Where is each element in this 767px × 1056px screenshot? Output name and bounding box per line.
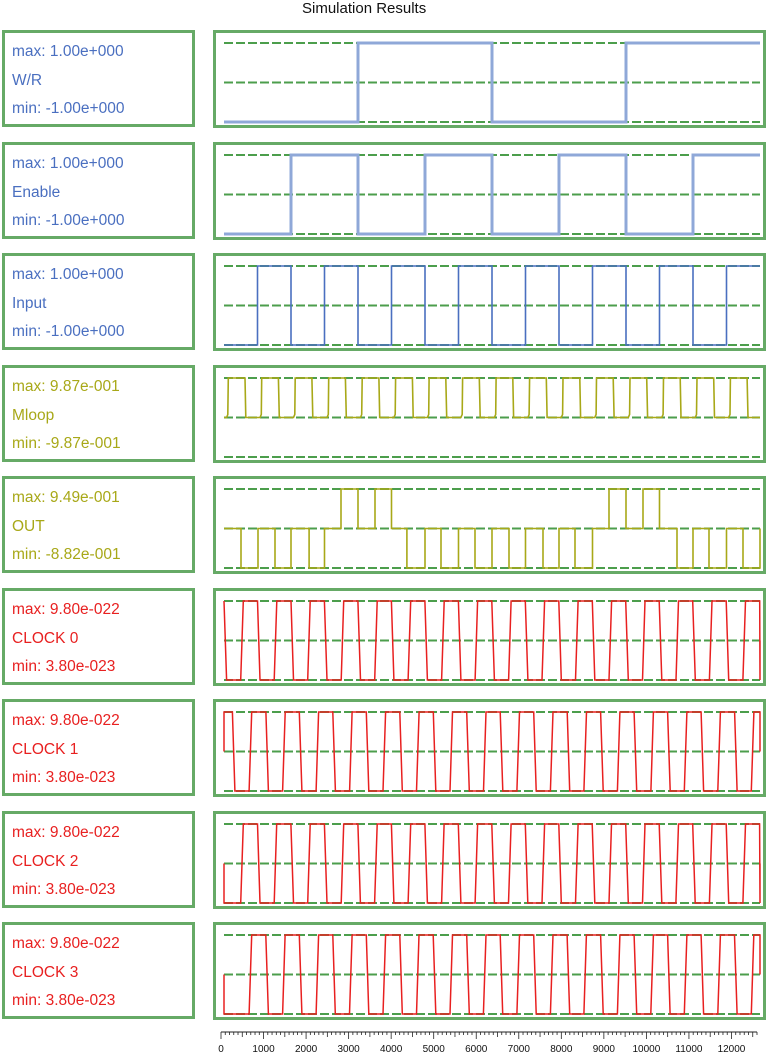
waveform-trace [224, 377, 760, 419]
signal-name: W/R [12, 72, 43, 89]
waveform-svg [223, 600, 761, 681]
axis-tick-label: 10000 [632, 1044, 661, 1055]
signal-min: min: 3.80e-023 [12, 769, 116, 786]
signal-label-box: max: 9.49e-001 OUT min: -8.82e-001 [2, 476, 195, 573]
waveform-trace [223, 934, 761, 1015]
axis-tick-label: 4000 [380, 1044, 403, 1055]
axis-tick-label: 11000 [675, 1044, 703, 1055]
signal-label-box: max: 9.80e-022 CLOCK 2 min: 3.80e-023 [2, 811, 195, 908]
signal-min: min: 3.80e-023 [12, 992, 116, 1009]
title-text: Simulation Results [302, 0, 427, 17]
signal-min: min: 3.80e-023 [12, 881, 116, 898]
signal-label-box: max: 9.80e-022 CLOCK 3 min: 3.80e-023 [2, 922, 195, 1019]
axis-tick-label: 0 [218, 1044, 224, 1055]
waveform-svg [224, 488, 761, 569]
signal-max: max: 9.80e-022 [12, 935, 120, 952]
waveform-svg [223, 711, 761, 792]
signal-max: max: 9.87e-001 [12, 378, 120, 395]
waveform-plot [213, 365, 766, 463]
waveform-plot [213, 699, 766, 797]
time-axis: 0 1000 2000 3000 4000 5000 6000 7000 8000 9000 100… [213, 1030, 767, 1056]
signal-name: CLOCK 2 [12, 853, 79, 870]
waveform-plot [213, 922, 766, 1020]
axis-tick-label: 6000 [465, 1044, 488, 1055]
waveform-trace [223, 600, 761, 681]
axis-tick-label: 3000 [337, 1044, 360, 1055]
signal-min: min: -8.82e-001 [12, 546, 121, 563]
waveform-svg [224, 41, 760, 124]
waveform-plot [213, 142, 766, 240]
axis-tick-label: 2000 [294, 1044, 318, 1055]
axis-tick-label: 7000 [507, 1044, 530, 1055]
axis-tick-label: 9000 [592, 1044, 615, 1055]
waveform-trace [223, 823, 761, 904]
waveform-svg [224, 377, 760, 458]
waveform-plot [213, 30, 766, 128]
signal-label-box: max: 1.00e+000 Input min: -1.00e+000 [2, 253, 195, 350]
signal-name: OUT [12, 518, 45, 535]
waveform-plot [213, 811, 766, 909]
signal-name: Mloop [12, 407, 55, 424]
waveform-plot [213, 476, 766, 574]
signal-max: max: 9.80e-022 [12, 712, 120, 729]
waveform-plot [213, 588, 766, 686]
signal-name: Input [12, 295, 47, 312]
waveform-trace [224, 265, 760, 346]
waveform-trace [224, 488, 761, 569]
signal-min: min: -1.00e+000 [12, 323, 125, 340]
waveform-trace [223, 711, 761, 792]
signal-max: max: 1.00e+000 [12, 266, 124, 283]
signal-max: max: 9.80e-022 [12, 824, 120, 841]
signal-label-box: max: 9.80e-022 CLOCK 0 min: 3.80e-023 [2, 588, 195, 685]
waveform-trace [224, 153, 760, 236]
signal-min: min: -9.87e-001 [12, 435, 121, 452]
waveform-svg [223, 934, 761, 1015]
signal-label-box: max: 9.87e-001 Mloop min: -9.87e-001 [2, 365, 195, 462]
waveform-trace [224, 41, 760, 124]
signal-min: min: -1.00e+000 [12, 212, 125, 229]
signal-max: max: 1.00e+000 [12, 43, 124, 60]
waveform-plot [213, 253, 766, 351]
signal-max: max: 1.00e+000 [12, 155, 124, 172]
signal-max: max: 9.49e-001 [12, 489, 120, 506]
signal-name: CLOCK 3 [12, 964, 79, 981]
signal-name: CLOCK 0 [12, 630, 79, 647]
axis-tick-label: 1000 [252, 1044, 275, 1055]
axis-tick-label: 12000 [717, 1044, 746, 1055]
waveform-svg [223, 823, 761, 904]
signal-min: min: 3.80e-023 [12, 658, 116, 675]
signal-label-box: max: 1.00e+000 Enable min: -1.00e+000 [2, 142, 195, 239]
axis-tick-label: 8000 [550, 1044, 573, 1055]
signal-label-box: max: 1.00e+000 W/R min: -1.00e+000 [2, 30, 195, 127]
waveform-svg [224, 265, 760, 346]
signal-name: Enable [12, 184, 61, 201]
waveform-svg [224, 153, 760, 236]
signal-max: max: 9.80e-022 [12, 601, 120, 618]
signal-name: CLOCK 1 [12, 741, 79, 758]
axis-tick-label: 5000 [422, 1044, 445, 1055]
signal-label-box: max: 9.80e-022 CLOCK 1 min: 3.80e-023 [2, 699, 195, 796]
axis-ruler [220, 1031, 758, 1039]
signal-min: min: -1.00e+000 [12, 100, 125, 117]
